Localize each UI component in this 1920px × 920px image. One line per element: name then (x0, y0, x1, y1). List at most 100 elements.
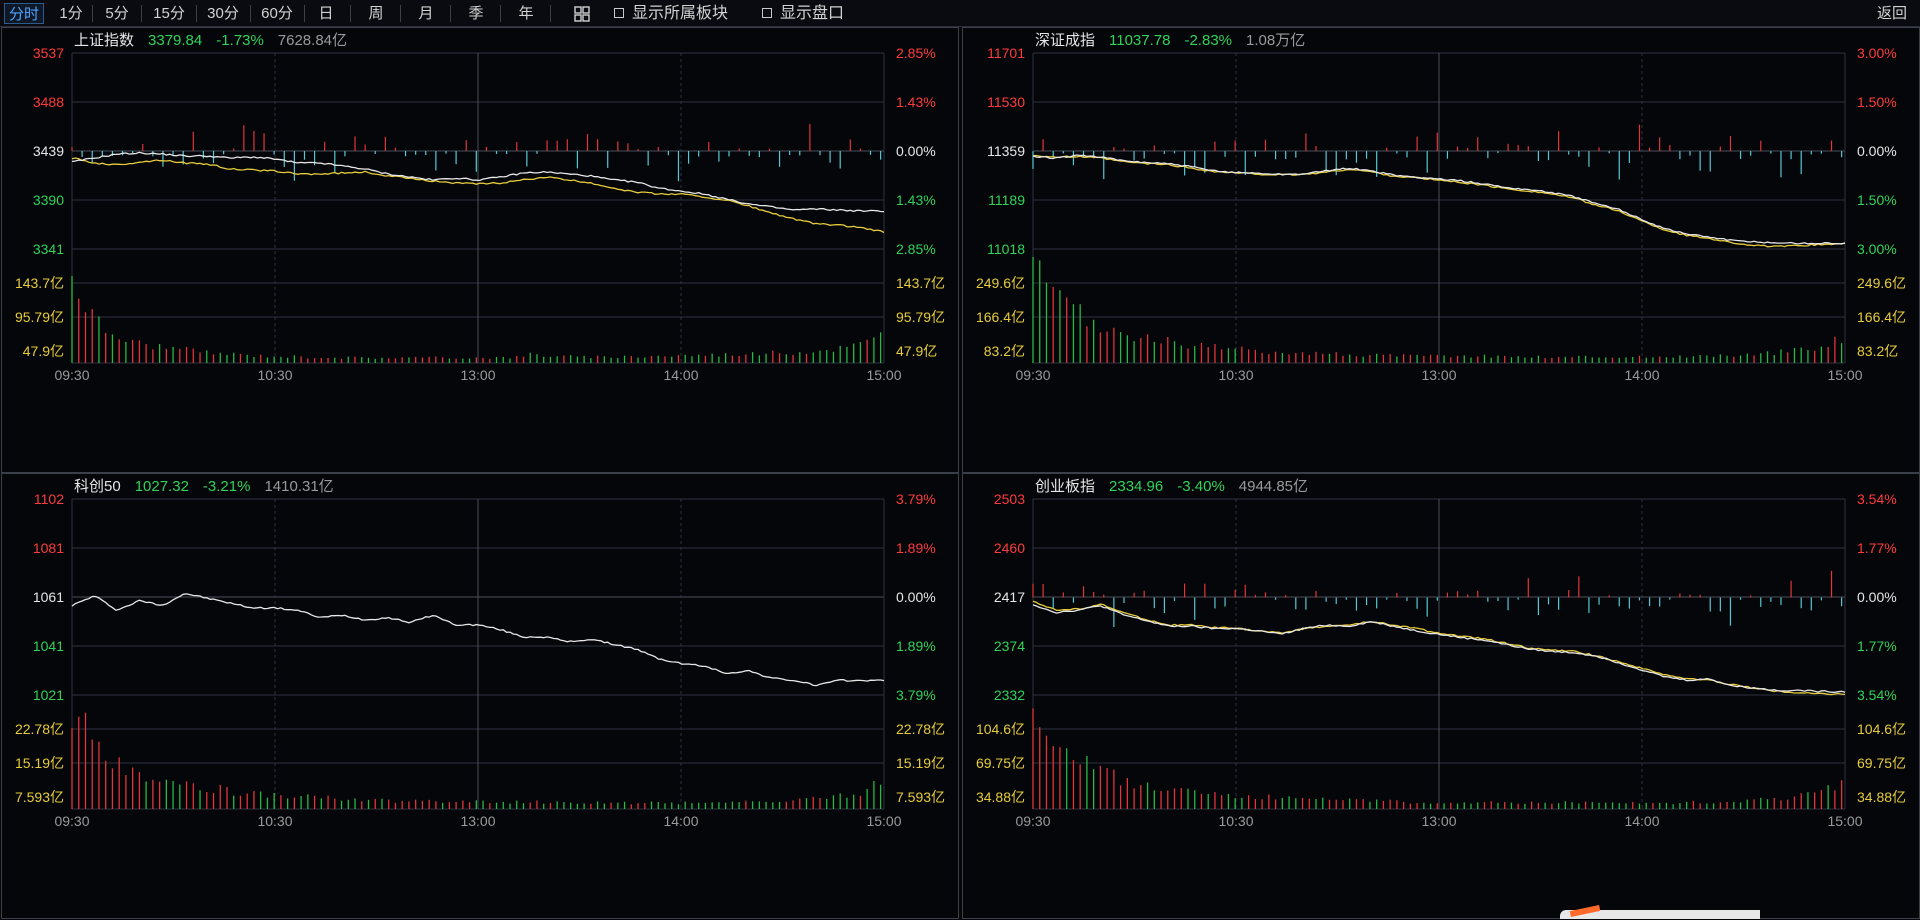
price-axis-label: 1061 (32, 589, 64, 605)
volume-axis-label: 69.75亿 (975, 755, 1025, 771)
price-axis-label: 2374 (993, 638, 1025, 654)
percent-axis-label: 1.43% (896, 192, 936, 208)
back-button[interactable]: 返回 (1876, 5, 1907, 22)
price-line (1032, 604, 1846, 693)
price-axis-label: 11359 (987, 143, 1025, 159)
chart-panel-shanghai[interactable]: 上证指数 3379.84 -1.73% 7628.84亿 3537 3488 3439 339… (1, 27, 959, 473)
time-axis-label: 15:00 (1827, 813, 1863, 829)
period-tab-month[interactable]: 月 (418, 5, 434, 22)
period-tab-day[interactable]: 日 (318, 5, 334, 22)
volume-axis-label: 249.6亿 (975, 275, 1025, 291)
time-axis-label: 14:00 (1624, 367, 1660, 383)
period-tab-30min[interactable]: 30分 (207, 5, 239, 22)
show-order-book-checkbox[interactable] (762, 8, 772, 18)
index-change: -3.21% (202, 478, 251, 495)
index-name: 上证指数 (74, 32, 135, 49)
show-sector-checkbox[interactable] (614, 8, 624, 18)
percent-axis-label: 0.00% (1857, 589, 1897, 605)
percent-axis-label: 2.85% (896, 241, 936, 257)
percent-axis-label: 0.00% (1857, 143, 1897, 159)
time-axis-label: 09:30 (54, 367, 90, 383)
period-tab-intraday[interactable]: 分时 (4, 3, 44, 24)
time-axis-label: 15:00 (1827, 367, 1863, 383)
volume-axis-label: 15.19亿 (14, 755, 64, 771)
toolbar-divider (196, 5, 197, 22)
index-change: -1.73% (216, 32, 264, 49)
toolbar-divider (500, 5, 501, 22)
percent-axis-label: 3.79% (896, 687, 936, 703)
volume-axis-label: 143.7亿 (14, 275, 64, 291)
volume-axis-label: 95.79亿 (14, 309, 64, 325)
price-axis-label: 3390 (32, 192, 64, 208)
toolbar-divider (550, 5, 551, 22)
chart-panel-shenzhen[interactable]: 深证成指 11037.78 -2.83% 1.08万亿 11701 11530 11359 1… (962, 27, 1920, 473)
price-axis-label: 11018 (987, 241, 1025, 257)
index-change: -3.40% (1177, 478, 1225, 495)
volume-axis-label: 34.88亿 (975, 789, 1025, 805)
percent-axis-label: 1.50% (1857, 192, 1897, 208)
toolbar-divider (250, 5, 251, 22)
percent-axis-label: 1.77% (1857, 540, 1897, 556)
percent-axis-label: 1.77% (1857, 638, 1897, 654)
period-tab-week[interactable]: 周 (368, 5, 384, 22)
price-line (71, 151, 885, 213)
percent-axis-label: 3.54% (1857, 687, 1897, 703)
chart-panel-chinext[interactable]: 创业板指 2334.96 -3.40% 4944.85亿 2503 2460 2417 237… (962, 473, 1920, 919)
volume-axis-label: 104.6亿 (975, 721, 1025, 737)
percent-axis-label: 1.89% (896, 638, 936, 654)
index-price: 3379.84 (148, 32, 203, 49)
volume-axis-label: 104.6亿 (1857, 721, 1907, 737)
volume-axis-label: 166.4亿 (975, 309, 1025, 325)
time-axis-label: 09:30 (54, 813, 90, 829)
volume-axis-label: 249.6亿 (1857, 275, 1907, 291)
price-axis-label: 2332 (993, 687, 1025, 703)
index-header: 深证成指 11037.78 -2.83% 1.08万亿 (1035, 32, 1319, 50)
period-tab-15min[interactable]: 15分 (153, 5, 185, 22)
show-order-book-label[interactable]: 显示盘口 (780, 5, 845, 22)
toolbar-divider (92, 5, 93, 22)
time-axis-label: 14:00 (1624, 813, 1660, 829)
price-axis-label: 3488 (32, 94, 64, 110)
time-axis-label: 14:00 (663, 813, 699, 829)
price-axis-label: 1102 (33, 491, 64, 507)
time-axis-label: 15:00 (866, 367, 902, 383)
volume-axis-label: 143.7亿 (896, 275, 946, 291)
index-price: 2334.96 (1109, 478, 1164, 495)
volume-axis-label: 47.9亿 (22, 343, 64, 359)
index-amount: 1410.31亿 (264, 478, 334, 495)
volume-axis-label: 47.9亿 (896, 343, 938, 359)
volume-axis-label: 15.19亿 (896, 755, 946, 771)
price-axis-label: 11189 (988, 192, 1025, 208)
volume-axis-label: 22.78亿 (896, 721, 946, 737)
average-price-line (71, 157, 885, 234)
period-tab-year[interactable]: 年 (518, 5, 534, 22)
index-amount: 4944.85亿 (1238, 478, 1309, 495)
volume-axis-label: 34.88亿 (1857, 789, 1907, 805)
overlay-window-edge (1560, 910, 1760, 919)
volume-axis-label: 22.78亿 (14, 721, 64, 737)
index-header: 科创50 1027.32 -3.21% 1410.31亿 (74, 478, 348, 496)
show-sector-label[interactable]: 显示所属板块 (632, 5, 729, 22)
chart-panel-star50[interactable]: 科创50 1027.32 -3.21% 1410.31亿 1102 1081 1061 104… (1, 473, 959, 919)
percent-axis-label: 3.79% (896, 491, 936, 507)
grid-icon[interactable] (570, 3, 594, 24)
time-axis-label: 15:00 (866, 813, 902, 829)
time-axis-label: 13:00 (460, 813, 496, 829)
price-line (1032, 154, 1846, 245)
time-axis-label: 13:00 (1421, 813, 1457, 829)
period-toolbar: 分时 1分 5分 15分 30分 60分 日 周 月 季 年 显示所属板块 显示… (0, 0, 1920, 27)
toolbar-divider (450, 5, 451, 22)
period-tab-1min[interactable]: 1分 (59, 5, 83, 22)
index-amount: 7628.84亿 (277, 32, 348, 49)
volume-axis-label: 69.75亿 (1857, 755, 1907, 771)
period-tab-5min[interactable]: 5分 (105, 5, 129, 22)
period-tab-quarter[interactable]: 季 (468, 5, 484, 22)
time-axis-label: 13:00 (1421, 367, 1457, 383)
index-price: 11037.78 (1109, 32, 1171, 49)
time-axis-label: 14:00 (663, 367, 699, 383)
percent-axis-label: 3.00% (1857, 241, 1897, 257)
volume-axis-label: 95.79亿 (896, 309, 946, 325)
price-axis-label: 3439 (32, 143, 64, 159)
price-axis-label: 2460 (993, 540, 1025, 556)
period-tab-60min[interactable]: 60分 (261, 5, 293, 22)
